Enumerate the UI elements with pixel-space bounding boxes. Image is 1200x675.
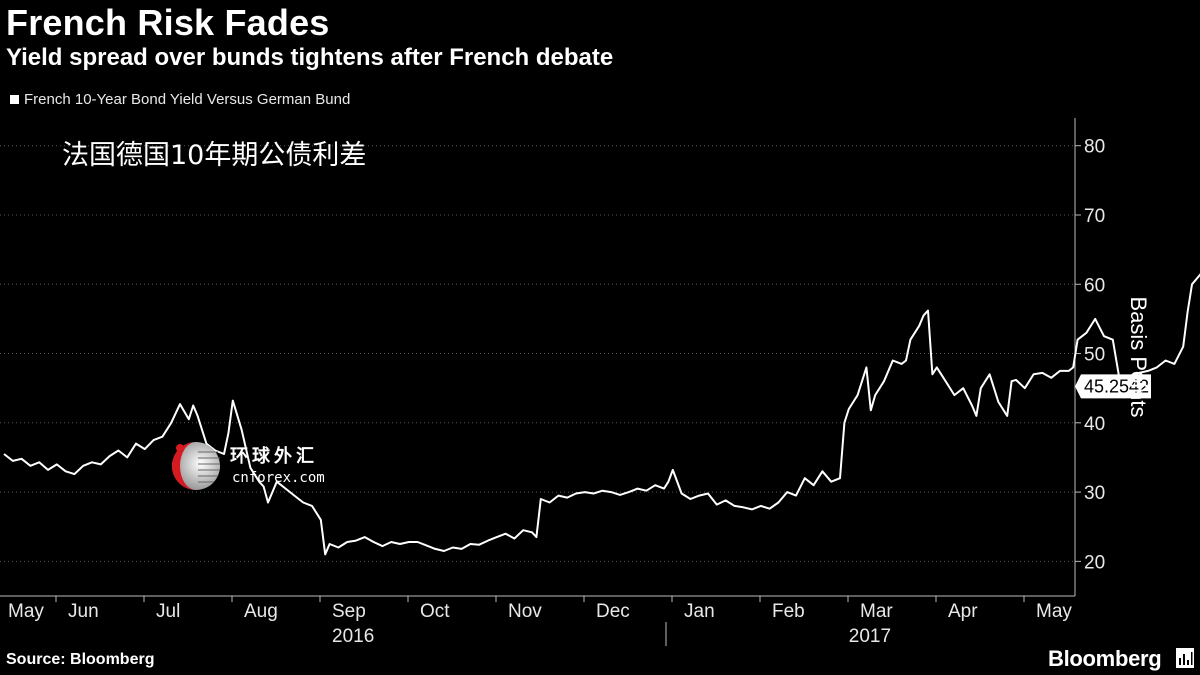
x-tick-label: Aug	[244, 601, 278, 622]
x-tick-label: Dec	[596, 601, 630, 622]
x-tick-label: Mar	[860, 601, 893, 622]
bloomberg-logo: Bloomberg	[1048, 646, 1162, 671]
watermark-logo-icon	[172, 442, 220, 490]
y-tick-label: 60	[1084, 275, 1105, 296]
y-tick-label: 40	[1084, 414, 1105, 435]
x-tick-label: May	[1036, 601, 1072, 622]
x-axis: May Jun Jul Aug Sep Oct Nov Dec Jan Feb Mar Apr May 2…	[0, 595, 1075, 647]
y-axis-label: Basis Points	[1126, 296, 1151, 418]
source-note: Source: Bloomberg	[6, 651, 155, 668]
x-tick-label: Jan	[684, 601, 715, 622]
bloomberg-terminal-icon	[1176, 648, 1194, 668]
chart-subtitle: Yield spread over bunds tightens after F…	[6, 44, 614, 71]
y-axis: 20 30 40 50 60 70 80	[1074, 118, 1105, 596]
x-tick-label: Jul	[156, 601, 180, 622]
last-value-label: 45.2542	[1084, 376, 1149, 396]
chinese-annotation: 法国德国10年期公债利差	[62, 140, 367, 171]
y-tick-label: 20	[1084, 552, 1105, 573]
x-tick-label: Sep	[332, 601, 366, 622]
x-tick-label: May	[8, 601, 44, 622]
legend-label: French 10-Year Bond Yield Versus German …	[24, 91, 351, 108]
chart-title: French Risk Fades	[6, 2, 330, 43]
y-tick-label: 70	[1084, 206, 1105, 227]
x-year-label: 2016	[332, 626, 374, 647]
y-tick-label: 80	[1084, 137, 1105, 158]
x-tick-label: Nov	[508, 601, 542, 622]
grid-lines	[0, 145, 1075, 562]
y-tick-label: 50	[1084, 345, 1105, 366]
x-tick-label: Feb	[772, 601, 805, 622]
watermark: 环球外汇 cnforex.com	[168, 440, 358, 492]
x-tick-label: Oct	[420, 601, 450, 622]
legend-swatch	[10, 95, 19, 104]
x-year-label: 2017	[849, 626, 891, 647]
series-line	[3, 273, 1200, 556]
y-tick-label: 30	[1084, 483, 1105, 504]
last-value-tag: 45.2542	[1075, 374, 1151, 399]
x-tick-label: Jun	[68, 601, 99, 622]
legend: French 10-Year Bond Yield Versus German …	[10, 91, 350, 108]
x-tick-label: Apr	[948, 601, 978, 622]
watermark-english: cnforex.com	[232, 470, 325, 486]
watermark-chinese: 环球外汇	[230, 446, 318, 467]
